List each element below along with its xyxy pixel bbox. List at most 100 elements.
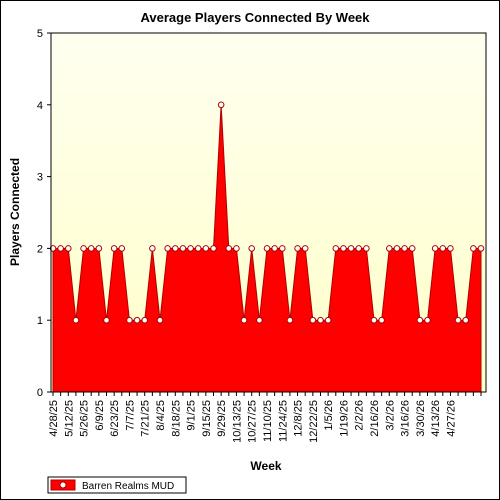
y-tick-label: 5	[37, 28, 43, 40]
x-tick-label: 5/26/25	[79, 400, 91, 437]
x-tick-label: 6/23/25	[109, 400, 121, 437]
x-tick-label: 1/19/26	[338, 400, 350, 437]
plot-border	[50, 32, 487, 393]
data-point	[431, 245, 439, 252]
data-point	[439, 245, 447, 252]
y-tick-label: 2	[37, 243, 43, 255]
data-point	[370, 316, 378, 324]
data-point	[133, 316, 141, 324]
y-tick-label: 3	[37, 172, 43, 184]
data-point	[217, 101, 225, 109]
y-tick-label: 1	[37, 315, 43, 327]
data-point	[248, 245, 256, 252]
data-point	[194, 245, 202, 252]
data-point	[309, 316, 317, 324]
x-tick-label: 10/13/25	[231, 400, 243, 443]
data-point	[286, 316, 294, 324]
legend: Barren Realms MUD	[47, 476, 187, 494]
data-point	[126, 316, 133, 324]
data-point	[187, 245, 194, 252]
x-axis: 4/28/25 5/12/25 5/26/25 6/9/25 6/23/25 7/7/25…	[48, 392, 482, 443]
x-tick-label: 2/2/26	[354, 400, 366, 431]
data-point	[347, 245, 355, 252]
data-point	[416, 316, 424, 324]
data-point	[233, 245, 240, 252]
data-point	[401, 245, 408, 252]
x-tick-label: 12/8/25	[293, 400, 305, 437]
data-point	[118, 245, 126, 252]
data-point	[470, 245, 477, 252]
data-point	[332, 245, 340, 252]
data-point	[179, 245, 187, 252]
data-point	[393, 245, 401, 252]
data-point	[447, 245, 454, 252]
data-point	[294, 245, 301, 252]
x-tick-label: 7/7/25	[124, 400, 136, 431]
data-point	[278, 245, 286, 252]
data-point	[64, 245, 72, 252]
data-point	[256, 316, 263, 324]
data-point	[202, 245, 210, 252]
x-tick-label: 4/27/26	[445, 400, 457, 437]
x-tick-label: 12/22/25	[308, 400, 320, 443]
data-point	[385, 245, 393, 252]
x-tick-label: 3/30/26	[415, 400, 427, 437]
x-tick-label: 11/10/25	[262, 400, 274, 442]
data-point	[363, 245, 370, 252]
data-point	[271, 245, 278, 252]
data-point	[103, 316, 110, 324]
chart-title: Average Players Connected By Week	[140, 10, 370, 25]
data-point	[164, 245, 171, 252]
x-tick-label: 6/9/25	[94, 400, 106, 431]
data-point	[340, 245, 347, 252]
x-tick-label: 8/4/25	[155, 400, 167, 431]
data-point	[171, 245, 179, 252]
data-point	[57, 245, 64, 252]
x-tick-label: 9/1/25	[186, 400, 198, 431]
data-point	[225, 245, 233, 252]
legend-label: Barren Realms MUD	[82, 481, 174, 492]
y-axis: 0 1 2 3 4 5	[37, 28, 51, 399]
data-point	[95, 245, 103, 252]
data-point	[210, 245, 217, 252]
y-tick-label: 0	[37, 387, 43, 399]
x-tick-label: 5/12/25	[63, 400, 75, 437]
data-point	[454, 316, 462, 324]
data-point	[110, 245, 118, 252]
data-point	[263, 245, 271, 252]
x-tick-label: 4/28/25	[48, 400, 60, 437]
x-tick-label: 9/29/25	[216, 400, 228, 437]
data-point	[156, 316, 164, 324]
x-tick-label: 11/24/25	[277, 400, 289, 442]
data-point	[477, 245, 485, 252]
data-point	[408, 245, 416, 252]
x-tick-label: 4/13/26	[430, 400, 442, 437]
x-tick-label: 1/5/26	[323, 400, 335, 431]
data-point	[462, 316, 470, 324]
data-point	[301, 245, 309, 252]
x-tick-label: 9/15/25	[201, 400, 213, 437]
legend-marker-icon	[59, 481, 67, 489]
data-point	[324, 316, 332, 324]
data-point	[80, 245, 87, 252]
data-point	[72, 316, 80, 324]
x-axis-label: Week	[250, 459, 281, 473]
x-tick-label: 7/21/25	[140, 400, 152, 437]
data-point	[317, 316, 324, 324]
x-tick-label: 3/16/26	[400, 400, 412, 437]
data-point	[87, 245, 95, 252]
y-axis-label: Players Connected	[8, 158, 22, 266]
x-tick-label: 3/2/26	[384, 400, 396, 431]
data-point-markers	[49, 101, 485, 324]
y-tick-label: 4	[37, 100, 43, 112]
x-tick-label: 2/16/26	[369, 400, 381, 437]
data-point	[240, 316, 248, 324]
legend-box	[47, 476, 187, 494]
data-point	[355, 245, 363, 252]
data-point	[149, 245, 156, 252]
data-point	[141, 316, 149, 324]
data-point	[378, 316, 385, 324]
data-point	[424, 316, 431, 324]
x-tick-label: 10/27/25	[247, 400, 259, 443]
